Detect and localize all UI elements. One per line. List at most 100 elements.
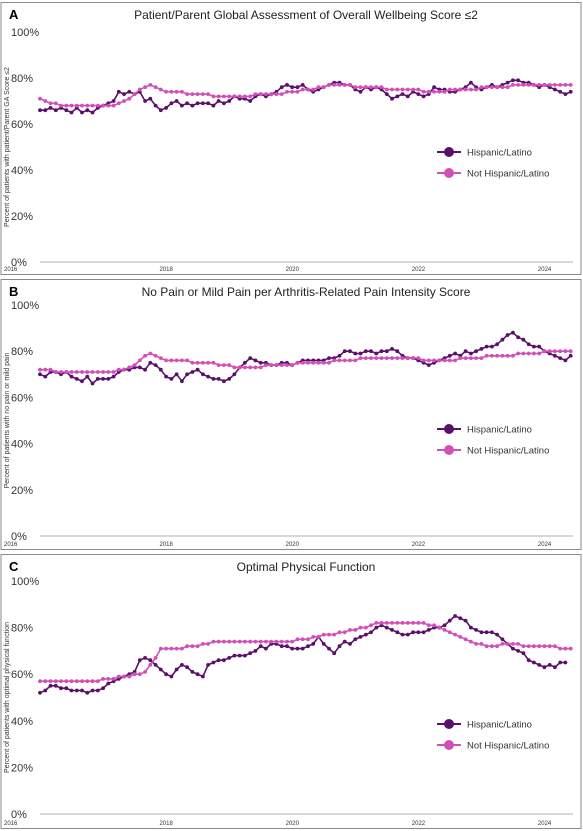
- data-point: [64, 686, 69, 691]
- data-point: [43, 108, 48, 113]
- data-point: [185, 665, 190, 670]
- chart-title: No Pain or Mild Pain per Arthritis-Relat…: [142, 285, 471, 299]
- data-point: [453, 351, 457, 356]
- data-point: [279, 639, 284, 644]
- data-point: [547, 663, 552, 667]
- data-point: [474, 87, 478, 92]
- data-point: [248, 639, 253, 644]
- data-point: [416, 621, 421, 625]
- data-point: [505, 333, 510, 337]
- panel-letter: B: [9, 284, 18, 299]
- data-point: [384, 621, 389, 625]
- data-point: [180, 89, 184, 94]
- data-point: [353, 85, 358, 90]
- data-point: [206, 642, 211, 646]
- legend: Hispanic/Latino Not Hispanic/Latino: [437, 719, 549, 752]
- data-point: [80, 679, 84, 684]
- data-point: [90, 679, 95, 684]
- data-point: [206, 101, 211, 106]
- data-point: [222, 94, 226, 99]
- data-point: [227, 363, 232, 367]
- data-point: [353, 637, 358, 642]
- data-point: [216, 658, 221, 663]
- data-point: [458, 87, 463, 92]
- data-point: [306, 87, 310, 92]
- data-point: [222, 658, 226, 663]
- data-point: [232, 639, 237, 644]
- data-point: [432, 89, 436, 94]
- data-point: [411, 356, 415, 360]
- data-point: [206, 374, 211, 379]
- chart-panel-a: A Patient/Parent Global Assessment of Ove…: [0, 2, 582, 275]
- data-point: [558, 660, 563, 665]
- data-point: [106, 103, 111, 108]
- data-point: [532, 351, 536, 356]
- data-point: [405, 87, 410, 92]
- data-point: [153, 656, 158, 660]
- data-point: [563, 92, 568, 96]
- data-point: [279, 363, 284, 367]
- data-point: [169, 674, 174, 679]
- legend-entry: Not Hispanic/Latino: [467, 169, 549, 180]
- data-point: [59, 370, 63, 374]
- data-point: [80, 110, 84, 115]
- data-point: [211, 103, 216, 108]
- data-point: [295, 637, 300, 642]
- data-point: [426, 628, 431, 632]
- data-point: [243, 639, 247, 644]
- data-point: [332, 358, 337, 363]
- data-point: [453, 87, 457, 92]
- data-point: [216, 639, 221, 644]
- data-point: [132, 672, 137, 677]
- data-point: [358, 351, 363, 356]
- data-point: [495, 342, 499, 347]
- data-point: [463, 349, 468, 354]
- y-tick-label: 0%: [11, 809, 27, 821]
- data-point: [201, 372, 205, 377]
- data-point: [74, 377, 79, 381]
- data-point: [122, 99, 126, 103]
- data-point: [101, 103, 105, 108]
- data-point: [237, 639, 242, 644]
- data-point: [511, 330, 515, 335]
- data-point: [316, 85, 321, 90]
- data-point: [143, 670, 148, 674]
- x-tick-label: 2024: [538, 542, 552, 548]
- data-point: [511, 642, 515, 646]
- x-tick-label: 2016: [4, 267, 18, 273]
- data-point: [390, 87, 394, 92]
- data-point: [143, 99, 148, 103]
- data-point: [558, 646, 563, 651]
- x-tick-label: 2024: [538, 267, 552, 273]
- data-point: [227, 377, 232, 381]
- data-point: [532, 83, 536, 87]
- data-point: [227, 656, 232, 660]
- data-point: [148, 351, 153, 356]
- data-point: [116, 367, 121, 372]
- data-point: [85, 690, 90, 695]
- data-point: [463, 87, 468, 92]
- data-point: [348, 349, 352, 354]
- data-point: [405, 632, 410, 637]
- y-tick-label: 80%: [11, 623, 33, 635]
- data-point: [180, 379, 184, 384]
- data-point: [379, 356, 384, 360]
- data-point: [269, 363, 274, 367]
- data-point: [53, 370, 58, 374]
- data-point: [521, 644, 526, 649]
- data-point: [290, 85, 295, 90]
- data-point: [53, 108, 58, 113]
- data-point: [511, 353, 515, 358]
- data-point: [432, 85, 436, 90]
- data-point: [563, 358, 568, 363]
- data-point: [285, 89, 289, 94]
- data-point: [279, 92, 284, 96]
- data-point: [48, 106, 53, 110]
- legend-swatch-marker: [444, 445, 454, 455]
- x-tick-label: 2022: [412, 542, 426, 548]
- data-point: [526, 658, 531, 663]
- data-point: [558, 89, 563, 94]
- data-point: [537, 344, 542, 349]
- data-point: [490, 353, 494, 358]
- data-point: [164, 646, 169, 651]
